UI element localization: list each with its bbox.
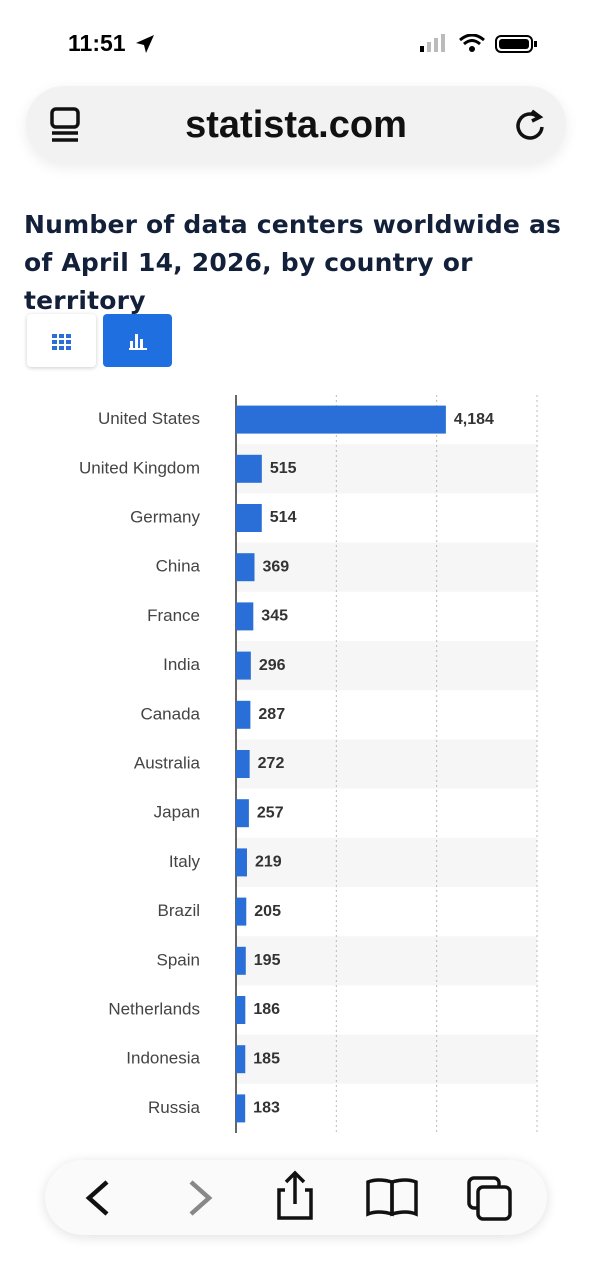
reader-icon[interactable] bbox=[48, 106, 84, 144]
status-time: 11:51 bbox=[68, 30, 126, 56]
category-label: Netherlands bbox=[108, 999, 200, 1018]
bar bbox=[236, 651, 251, 680]
value-label: 345 bbox=[261, 608, 288, 625]
value-label: 183 bbox=[253, 1100, 280, 1117]
bar bbox=[236, 553, 255, 582]
chart-title: Number of data centers worldwide as of A… bbox=[24, 210, 562, 315]
bar bbox=[236, 946, 246, 975]
chart-view-button[interactable] bbox=[103, 314, 172, 367]
value-label: 195 bbox=[254, 952, 281, 969]
bar bbox=[236, 996, 246, 1024]
value-label: 369 bbox=[263, 558, 290, 575]
bar bbox=[236, 454, 262, 483]
category-label: China bbox=[156, 557, 201, 576]
category-label: Germany bbox=[130, 507, 200, 526]
value-label: 185 bbox=[253, 1050, 280, 1067]
forward-button[interactable] bbox=[189, 1180, 213, 1216]
category-label: Russia bbox=[148, 1098, 201, 1117]
category-label: India bbox=[163, 655, 200, 674]
row-stripe bbox=[236, 837, 537, 887]
toolbar bbox=[45, 1160, 547, 1235]
row-stripe bbox=[236, 936, 537, 986]
url-bar[interactable]: statista.com bbox=[26, 86, 566, 163]
row-stripe bbox=[236, 641, 537, 691]
category-label: Spain bbox=[157, 950, 200, 969]
bookmarks-button[interactable] bbox=[366, 1178, 418, 1217]
row-stripe bbox=[236, 1034, 537, 1084]
category-label: United Kingdom bbox=[79, 458, 200, 477]
tabs-button[interactable] bbox=[467, 1176, 512, 1221]
category-label: United States bbox=[98, 409, 200, 428]
bar bbox=[236, 602, 254, 631]
bar bbox=[236, 848, 247, 877]
table-view-button[interactable] bbox=[27, 314, 96, 367]
toolbar-icons bbox=[85, 1170, 512, 1221]
bar bbox=[236, 504, 262, 532]
bar bbox=[236, 700, 251, 729]
chart: United States 4,184 United Kingdom 515 Germa… bbox=[79, 395, 538, 1133]
chart-icon bbox=[129, 334, 147, 350]
status-icons bbox=[420, 34, 537, 53]
row-stripe bbox=[236, 542, 537, 592]
row-stripe bbox=[236, 444, 537, 494]
value-label: 287 bbox=[258, 706, 285, 723]
row-stripe bbox=[236, 739, 537, 789]
category-label: Indonesia bbox=[126, 1049, 200, 1068]
bar bbox=[236, 405, 446, 434]
value-label: 257 bbox=[257, 804, 284, 821]
back-button[interactable] bbox=[85, 1180, 109, 1216]
bar bbox=[236, 897, 247, 926]
value-label: 186 bbox=[253, 1001, 280, 1018]
category-label: Brazil bbox=[157, 901, 200, 920]
value-label: 272 bbox=[258, 755, 285, 772]
value-label: 515 bbox=[270, 460, 297, 477]
share-button[interactable] bbox=[277, 1170, 313, 1220]
bar bbox=[236, 799, 249, 828]
category-label: Canada bbox=[140, 704, 200, 723]
value-label: 205 bbox=[254, 903, 281, 920]
value-label: 219 bbox=[255, 854, 282, 871]
reload-icon[interactable] bbox=[512, 107, 548, 143]
bar bbox=[236, 750, 250, 778]
location-icon bbox=[136, 35, 154, 53]
table-icon bbox=[52, 334, 71, 350]
category-label: Italy bbox=[169, 852, 201, 871]
bar bbox=[236, 1045, 246, 1074]
value-label: 514 bbox=[270, 509, 297, 526]
url[interactable]: statista.com bbox=[185, 104, 407, 146]
bar bbox=[236, 1094, 246, 1123]
value-label: 296 bbox=[259, 657, 286, 674]
category-label: France bbox=[147, 606, 200, 625]
value-label: 4,184 bbox=[454, 411, 494, 428]
category-label: Japan bbox=[154, 803, 200, 822]
category-label: Australia bbox=[134, 753, 201, 772]
